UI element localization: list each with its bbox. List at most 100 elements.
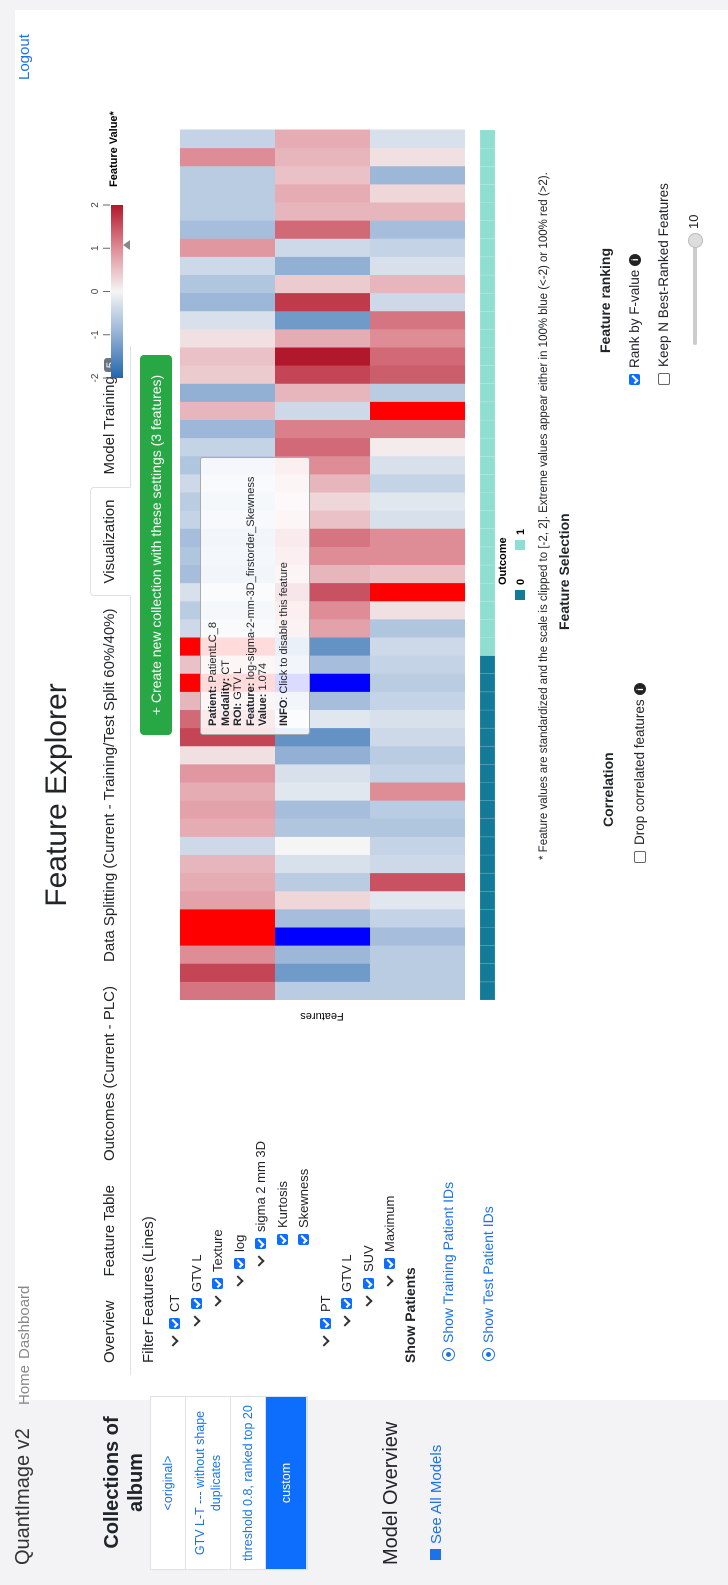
outcome-cell bbox=[479, 184, 496, 203]
heat-cell bbox=[275, 890, 370, 910]
outcome-cell bbox=[479, 329, 496, 348]
heat-cell bbox=[370, 836, 465, 855]
heat-cell bbox=[275, 256, 370, 275]
colorbar-tick-label: 1 bbox=[90, 245, 101, 251]
heat-cell bbox=[370, 310, 465, 330]
heat-cell bbox=[370, 818, 465, 837]
colorbar-tick-label: 2 bbox=[90, 202, 101, 208]
heat-cell bbox=[275, 183, 370, 203]
heat-cell bbox=[275, 800, 370, 819]
heat-cell bbox=[370, 510, 465, 529]
heat-cell bbox=[180, 328, 275, 348]
heat-cell bbox=[370, 347, 465, 366]
tooltip[interactable]: Patient: PatientLC_8 Modality: CT ROI: GTV… bbox=[200, 457, 310, 735]
heat-cell bbox=[370, 473, 465, 493]
heat-cell bbox=[180, 800, 275, 819]
heat-cell bbox=[180, 836, 275, 855]
heat-cell bbox=[180, 292, 275, 312]
heat-cell bbox=[370, 981, 465, 1000]
outcome-cell bbox=[479, 963, 496, 983]
heat-cell bbox=[180, 256, 275, 275]
outcome-cell bbox=[479, 673, 496, 693]
create-collection-button[interactable]: + Create new collection with these setti… bbox=[140, 355, 172, 735]
outcome-cell bbox=[479, 492, 496, 511]
heat-cell bbox=[370, 854, 465, 874]
tooltip-row: Feature: log-sigma-2-mm-3D_firstorder_Sk… bbox=[245, 466, 258, 726]
heat-cell bbox=[370, 147, 465, 167]
outcome-cell bbox=[479, 546, 496, 566]
heat-cell bbox=[275, 963, 370, 982]
outcome-cell bbox=[479, 147, 496, 167]
tooltip-label: ROI: bbox=[232, 702, 244, 726]
heat-cell bbox=[370, 709, 465, 729]
tooltip-label: Modality: bbox=[219, 677, 232, 726]
heat-cell bbox=[370, 727, 465, 747]
heat-cell bbox=[180, 854, 275, 874]
outcome-cell bbox=[479, 510, 496, 529]
heat-cell bbox=[275, 274, 370, 294]
outcome-cell bbox=[479, 311, 496, 330]
outcome-cell bbox=[479, 456, 496, 475]
outcome-cell bbox=[479, 383, 496, 403]
slider-value: 10 bbox=[686, 214, 701, 229]
tooltip-value: GTV L bbox=[232, 667, 244, 700]
heat-cell bbox=[370, 274, 465, 294]
heat-cell bbox=[180, 927, 275, 946]
heat-cell bbox=[275, 238, 370, 257]
heat-cell bbox=[180, 782, 275, 801]
heat-cell bbox=[275, 365, 370, 384]
drop-correlated[interactable]: Drop correlated features i bbox=[632, 683, 647, 863]
heat-cell bbox=[180, 401, 275, 420]
outcome-cell bbox=[479, 619, 496, 638]
tooltip-value: CT bbox=[219, 659, 232, 675]
tooltip-value: 1.074 bbox=[257, 663, 269, 691]
heat-cell bbox=[370, 673, 465, 692]
option-text: Drop correlated features bbox=[632, 699, 647, 845]
heat-cell bbox=[275, 328, 370, 348]
y-axis-label: Features bbox=[300, 1010, 344, 1022]
outcome-cell bbox=[479, 202, 496, 221]
outcome-cell bbox=[479, 582, 496, 602]
slider-handle[interactable] bbox=[688, 233, 703, 248]
heat-cell bbox=[275, 945, 370, 964]
outcome-cell bbox=[479, 564, 496, 584]
heat-cell bbox=[275, 292, 370, 312]
heat-cell bbox=[180, 220, 275, 239]
outcome-cell bbox=[479, 727, 496, 747]
outcome-cell bbox=[479, 746, 496, 765]
colorbar-title: Feature Value* bbox=[108, 110, 120, 187]
legend-title: Outcome bbox=[497, 537, 509, 585]
heat-cell bbox=[370, 782, 465, 801]
outcome-cell bbox=[479, 474, 496, 493]
heat-cell bbox=[370, 927, 465, 946]
heat-cell bbox=[180, 945, 275, 964]
heat-cell bbox=[180, 437, 275, 457]
colorbar-tick-label: -2 bbox=[90, 373, 101, 382]
heat-cell bbox=[180, 183, 275, 203]
heat-cell bbox=[370, 165, 465, 185]
slider-track[interactable] bbox=[693, 235, 697, 345]
heat-cell bbox=[370, 618, 465, 638]
outcome-cell bbox=[479, 891, 496, 910]
heat-cell bbox=[275, 383, 370, 402]
outcome-cell bbox=[479, 419, 496, 439]
outcome-cell bbox=[479, 437, 496, 457]
tooltip-value: log-sigma-2-mm-3D_firstorder_Skewness bbox=[244, 476, 257, 680]
outcome-cell bbox=[479, 365, 496, 384]
heat-cell bbox=[180, 347, 275, 366]
outcome-cell bbox=[479, 909, 496, 928]
outcome-cell bbox=[479, 220, 496, 239]
heat-cell bbox=[370, 401, 465, 420]
outcome-cell bbox=[479, 274, 496, 294]
heat-cell bbox=[275, 220, 370, 239]
tooltip-label: Feature: bbox=[244, 682, 257, 726]
rank-by-f[interactable]: Rank by F-value i bbox=[627, 253, 642, 385]
outcome-cell bbox=[479, 292, 496, 312]
heat-cell bbox=[180, 365, 275, 384]
tooltip-value: PatientLC_8 bbox=[207, 622, 219, 683]
keep-n[interactable]: Keep N Best-Ranked Features bbox=[656, 183, 671, 385]
ranking-title: Feature ranking bbox=[597, 247, 613, 353]
